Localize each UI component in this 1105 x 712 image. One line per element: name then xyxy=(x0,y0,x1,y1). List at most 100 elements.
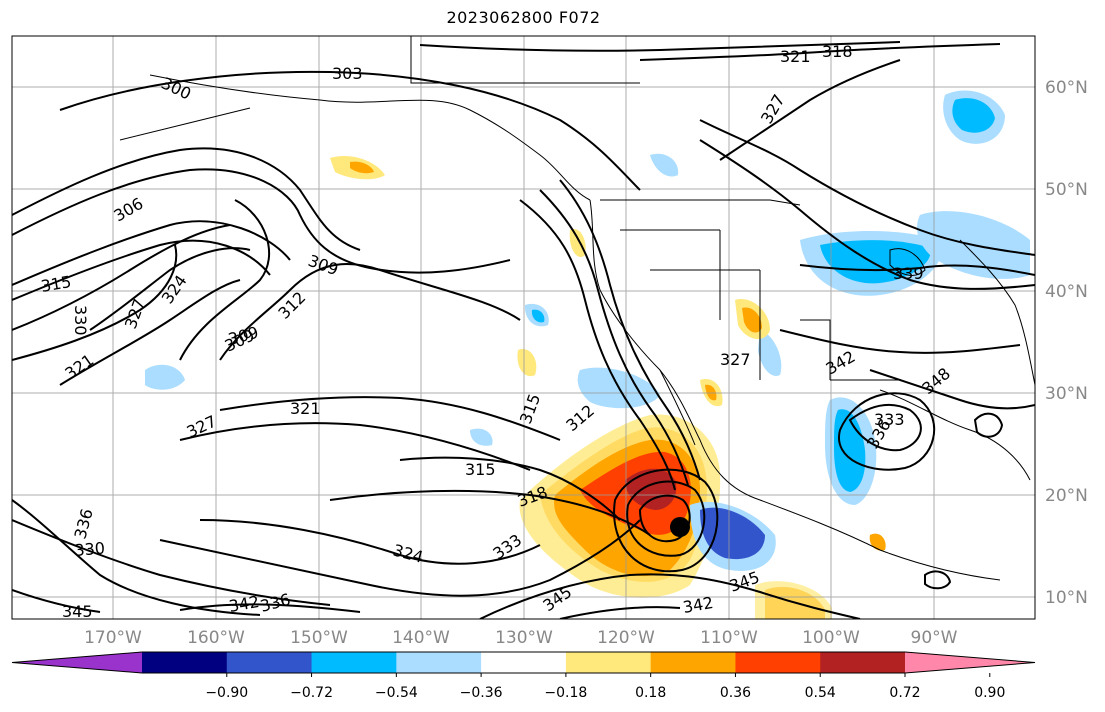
contour-label: 345 xyxy=(62,602,93,621)
colorbar-ticks: −0.90 −0.72 −0.54 −0.36 −0.18 0.18 0.36 0.54 0.7… xyxy=(205,673,1005,701)
shade-blue-3 xyxy=(952,98,995,133)
colorbar-swatch xyxy=(565,652,652,673)
colorbar-tick-label: −0.72 xyxy=(290,685,333,701)
shade-yellow-8 xyxy=(517,349,537,377)
contour-306 xyxy=(12,147,361,251)
shade-lightblue-10 xyxy=(470,428,493,446)
shade-yellow-6 xyxy=(569,229,586,258)
shade-yellow-3 xyxy=(755,581,832,619)
contour-storm-1 xyxy=(638,494,691,543)
colorbar-tick-label: −0.90 xyxy=(205,685,248,701)
lat-label: 60°N xyxy=(1045,78,1088,98)
contour-storm-3 xyxy=(613,468,719,573)
lon-label: 110°W xyxy=(700,628,758,648)
lat-label: 20°N xyxy=(1045,486,1088,506)
lat-label: 10°N xyxy=(1045,588,1088,608)
contour-339 xyxy=(799,264,1035,276)
contour-label: 315 xyxy=(465,460,496,479)
lat-label: 30°N xyxy=(1045,384,1088,404)
contour-318 xyxy=(12,239,271,301)
contour-label: 318 xyxy=(822,42,853,61)
colorbar-tick-label: −0.18 xyxy=(544,685,587,701)
contour-label: 321 xyxy=(290,399,321,418)
colorbar-tick-label: 0.54 xyxy=(805,685,836,701)
colorbar-swatch xyxy=(820,652,906,673)
contour-324b xyxy=(199,519,541,565)
contour-label: 327 xyxy=(720,350,751,369)
colorbar-outline xyxy=(11,651,1036,674)
contour-342b xyxy=(559,606,681,619)
contour-east-1 xyxy=(699,119,1035,256)
shade-darkred-1 xyxy=(625,468,677,510)
contour-303 xyxy=(59,70,641,191)
shade-blue-1 xyxy=(700,507,765,560)
lon-label: 100°W xyxy=(802,628,860,648)
colorbar-swatches xyxy=(11,651,1036,674)
colorbar-swatch xyxy=(226,652,313,673)
contour-315 xyxy=(12,220,291,286)
contour-label: 321 xyxy=(780,47,811,66)
contour-321a xyxy=(12,224,231,331)
frame-alaska-border xyxy=(410,36,640,84)
contour-324 xyxy=(89,247,251,331)
contour-east-2 xyxy=(699,139,1035,290)
storm-center-marker xyxy=(670,517,690,537)
shade-lightblue-7 xyxy=(758,330,782,376)
contour-west-2 xyxy=(539,189,689,486)
contour-label: 333 xyxy=(874,410,905,429)
shade-orange-4 xyxy=(742,307,762,333)
contour-333b xyxy=(848,403,922,452)
colorbar-tick-label: −0.36 xyxy=(460,685,503,701)
shade-lightblue-9 xyxy=(145,364,185,390)
contour-label: 330 xyxy=(71,305,90,336)
contour-lines xyxy=(12,41,1035,619)
lon-label: 120°W xyxy=(597,628,655,648)
contour-327a xyxy=(12,244,178,361)
lon-label: 140°W xyxy=(392,628,450,648)
lat-label: 40°N xyxy=(1045,282,1088,302)
shade-blue-11 xyxy=(531,309,545,323)
lon-labels: 170°W 160°W 150°W 140°W 130°W 120°W 110°… xyxy=(84,628,958,648)
shade-orange-5 xyxy=(350,161,374,174)
colorbar-swatch xyxy=(735,652,821,673)
lat-label: 50°N xyxy=(1045,180,1088,200)
contour-label: 330 xyxy=(74,538,106,560)
contour-312 xyxy=(219,263,521,361)
colorbar-swatch xyxy=(650,652,736,673)
coast-alaska xyxy=(149,74,591,201)
lon-label: 170°W xyxy=(84,628,142,648)
shade-blue-2 xyxy=(820,240,931,284)
contour-309a xyxy=(12,168,511,274)
colorbar-tick-label: 0.36 xyxy=(720,685,751,701)
colorbar-extend-min xyxy=(12,652,142,673)
contour-storm-2 xyxy=(626,480,706,557)
shade-blue-5 xyxy=(834,409,866,492)
colorbar-swatch xyxy=(396,652,482,673)
contour-west-1 xyxy=(519,199,676,491)
contour-upper-2 xyxy=(639,43,1001,61)
colorbar-tick-label: 0.18 xyxy=(635,685,666,701)
contour-321b xyxy=(59,279,241,386)
contour-333 xyxy=(159,519,641,597)
lat-labels: 60°N 50°N 40°N 30°N 20°N 10°N xyxy=(1045,78,1088,608)
contour-348 xyxy=(869,369,1035,410)
contour-label: 303 xyxy=(332,64,363,83)
contour-336b xyxy=(837,392,936,471)
colorbar-tick-label: −0.54 xyxy=(375,685,418,701)
lon-label: 90°W xyxy=(911,628,958,648)
contour-342a xyxy=(179,603,361,613)
contour-315b xyxy=(399,456,621,521)
lon-label: 150°W xyxy=(290,628,348,648)
colorbar-swatch xyxy=(481,652,567,673)
contour-upper-1 xyxy=(419,41,901,52)
contour-336 xyxy=(12,499,261,616)
coast-baja xyxy=(659,369,696,446)
contour-ring-east xyxy=(973,412,1004,438)
coastlines xyxy=(119,36,1035,581)
colorbar-tick-label: 0.90 xyxy=(974,685,1005,701)
coast-westcoast xyxy=(589,199,1001,581)
state-lines xyxy=(620,229,900,381)
contour-327c xyxy=(719,59,901,161)
contour-ring-se xyxy=(924,570,952,590)
